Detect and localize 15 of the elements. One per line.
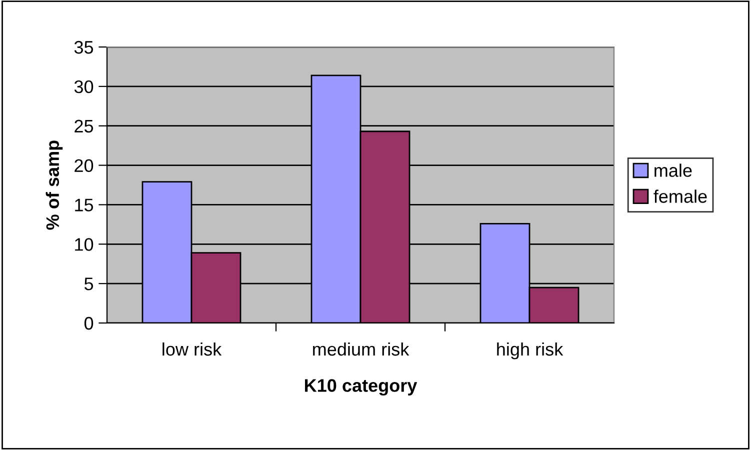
y-axis-title: % of samp bbox=[46, 140, 63, 230]
y-tick-label: 10 bbox=[75, 238, 94, 251]
legend-label: female bbox=[654, 190, 707, 203]
y-tick-label: 0 bbox=[84, 316, 94, 330]
y-tick-label: 35 bbox=[74, 40, 94, 54]
x-tick-label: low risk bbox=[162, 342, 222, 356]
x-axis-title: K10 category bbox=[305, 379, 418, 396]
y-tick-label: 15 bbox=[75, 198, 94, 212]
legend-label: male bbox=[654, 164, 692, 177]
y-tick-label: 5 bbox=[84, 278, 94, 290]
y-tick-label: 25 bbox=[74, 120, 94, 133]
y-tick-label: 20 bbox=[74, 159, 94, 172]
x-tick-label: high risk bbox=[497, 342, 564, 360]
y-tick-label: 30 bbox=[74, 80, 94, 94]
x-tick-label: medium risk bbox=[313, 342, 410, 356]
